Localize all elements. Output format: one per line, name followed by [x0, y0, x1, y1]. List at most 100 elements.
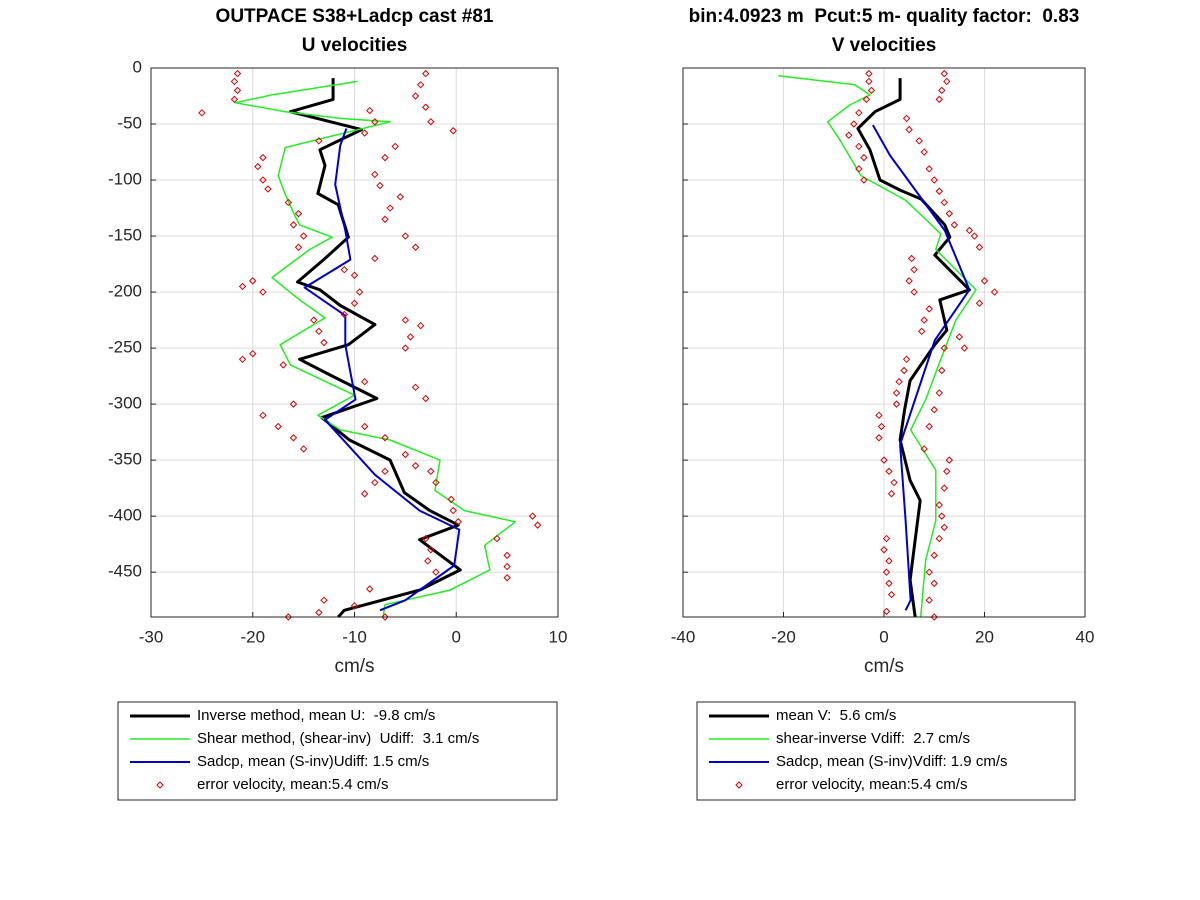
error-marker: [880, 456, 888, 464]
x-axis-label: cm/s: [864, 656, 904, 677]
chart-title: bin:4.0923 m Pcut:5 m- quality factor: 0…: [689, 6, 1080, 27]
error-marker: [855, 142, 863, 151]
error-marker: [955, 333, 964, 341]
error-marker: [975, 243, 984, 251]
series-line: [234, 80, 517, 618]
error-marker: [533, 521, 542, 529]
error-marker: [366, 106, 374, 115]
error-marker: [411, 243, 420, 251]
error-marker: [381, 153, 389, 162]
error-marker: [990, 288, 999, 296]
error-marker: [910, 288, 918, 296]
error-marker: [427, 467, 435, 476]
error-marker: [900, 366, 908, 375]
error-marker: [965, 226, 974, 235]
error-marker: [943, 77, 951, 86]
error-marker: [940, 344, 949, 352]
error-marker: [935, 389, 943, 397]
error-marker: [925, 596, 933, 604]
legend-marker: [156, 781, 164, 789]
y-tick-label: -350: [108, 450, 142, 469]
error-marker: [493, 534, 501, 543]
error-marker: [406, 333, 415, 341]
error-marker: [254, 162, 262, 171]
error-marker: [503, 551, 511, 560]
legend-label: error velocity, mean:5.4 cm/s: [776, 776, 967, 793]
error-marker: [935, 534, 943, 543]
series-line: [856, 78, 971, 618]
error-marker: [289, 221, 298, 229]
series-line: [288, 78, 462, 619]
error-marker: [940, 484, 949, 492]
error-marker: [230, 77, 239, 86]
error-marker: [386, 204, 394, 212]
error-marker: [401, 344, 410, 352]
error-marker: [503, 574, 511, 582]
error-marker: [299, 445, 308, 453]
x-tick-label: -10: [342, 627, 367, 646]
error-marker: [230, 95, 239, 104]
error-marker: [938, 86, 946, 95]
error-marker: [381, 215, 389, 223]
legend-label: Sadcp, mean (S-inv)Vdiff: 1.9 cm/s: [776, 753, 1007, 770]
error-marker: [867, 86, 876, 95]
error-marker: [945, 209, 954, 218]
error-marker: [371, 170, 379, 179]
error-marker: [238, 282, 247, 291]
y-tick-label: 0: [133, 57, 142, 76]
x-tick-label: -40: [671, 627, 696, 646]
error-marker: [892, 400, 901, 408]
error-marker: [887, 490, 896, 498]
error-marker: [350, 271, 359, 279]
y-tick-label: -300: [108, 394, 142, 413]
error-marker: [930, 613, 938, 621]
error-marker: [938, 512, 946, 520]
error-marker: [862, 95, 871, 104]
error-marker: [259, 411, 267, 420]
legend-label: shear-inverse Vdiff: 2.7 cm/s: [776, 730, 970, 747]
error-marker: [371, 118, 379, 126]
error-marker: [930, 406, 938, 414]
error-marker: [875, 411, 883, 420]
x-tick-label: 20: [975, 627, 994, 646]
error-marker: [880, 546, 888, 554]
error-marker: [416, 321, 425, 330]
error-marker: [381, 613, 389, 621]
error-marker: [422, 534, 430, 543]
error-marker: [432, 478, 440, 487]
error-marker: [902, 355, 911, 364]
error-marker: [882, 568, 891, 576]
error-marker: [376, 181, 384, 190]
error-marker: [396, 193, 404, 201]
error-marker: [925, 165, 933, 173]
error-marker: [310, 316, 318, 324]
error-marker: [935, 187, 943, 195]
error-marker: [449, 127, 457, 135]
y-tick-label: -400: [108, 506, 142, 525]
error-marker: [259, 288, 267, 296]
error-marker: [422, 69, 430, 78]
error-marker: [233, 69, 242, 78]
error-marker: [401, 316, 410, 324]
error-marker: [877, 422, 886, 431]
x-tick-label: 10: [549, 627, 568, 646]
error-marker: [366, 585, 374, 593]
error-marker: [427, 118, 435, 126]
error-marker: [294, 243, 303, 251]
x-tick-label: -30: [139, 627, 164, 646]
error-marker: [930, 579, 938, 588]
error-marker: [885, 557, 893, 565]
error-marker: [424, 557, 432, 565]
error-marker: [930, 176, 938, 184]
error-marker: [860, 153, 868, 162]
error-marker: [920, 445, 928, 453]
y-tick-label: -250: [108, 338, 142, 357]
error-marker: [943, 467, 951, 476]
error-marker: [935, 95, 943, 104]
error-marker: [360, 422, 369, 431]
error-marker: [233, 86, 242, 95]
x-tick-label: 0: [452, 627, 461, 646]
error-marker: [340, 265, 349, 274]
error-marker: [902, 114, 911, 123]
error-marker: [432, 568, 440, 576]
